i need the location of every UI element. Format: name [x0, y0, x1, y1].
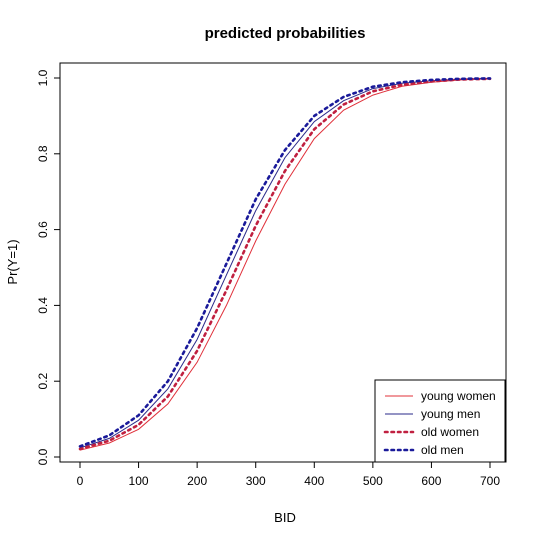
x-tick-label: 700 — [480, 474, 500, 488]
legend-box — [374, 379, 506, 463]
x-axis-label: BID — [274, 510, 296, 525]
legend-label: young women — [421, 389, 496, 403]
legend-label: old women — [421, 425, 479, 439]
x-tick-label: 400 — [304, 474, 324, 488]
series-line-old-men — [78, 77, 492, 448]
y-tick-label: 0.2 — [36, 373, 50, 390]
chart-title: predicted probabilities — [205, 25, 366, 42]
legend-label: young men — [421, 407, 480, 421]
y-axis-label: Pr(Y=1) — [5, 239, 20, 284]
series-lines — [78, 77, 492, 451]
y-tick-label: 0.8 — [36, 145, 50, 162]
x-tick-label: 200 — [187, 474, 207, 488]
x-tick-label: 600 — [421, 474, 441, 488]
y-tick-label: 0.6 — [36, 221, 50, 238]
x-tick-label: 300 — [246, 474, 266, 488]
x-tick-label: 500 — [363, 474, 383, 488]
x-tick-label: 0 — [77, 474, 84, 488]
series-line-old-women — [78, 77, 492, 451]
series-line-young-men — [79, 77, 491, 449]
y-tick-label: 0.4 — [36, 297, 50, 314]
legend: young women young men old women old men — [374, 379, 506, 463]
series-line-young-women — [79, 78, 491, 451]
y-tick-label: 0.0 — [36, 448, 50, 465]
x-tick-label: 100 — [129, 474, 149, 488]
y-tick-label: 1.0 — [36, 69, 50, 86]
y-axis: 0.0 0.2 0.4 0.6 0.8 1.0 — [36, 69, 61, 465]
x-axis: 0 100 200 300 400 500 600 700 — [77, 461, 500, 488]
legend-label: old men — [421, 443, 464, 457]
